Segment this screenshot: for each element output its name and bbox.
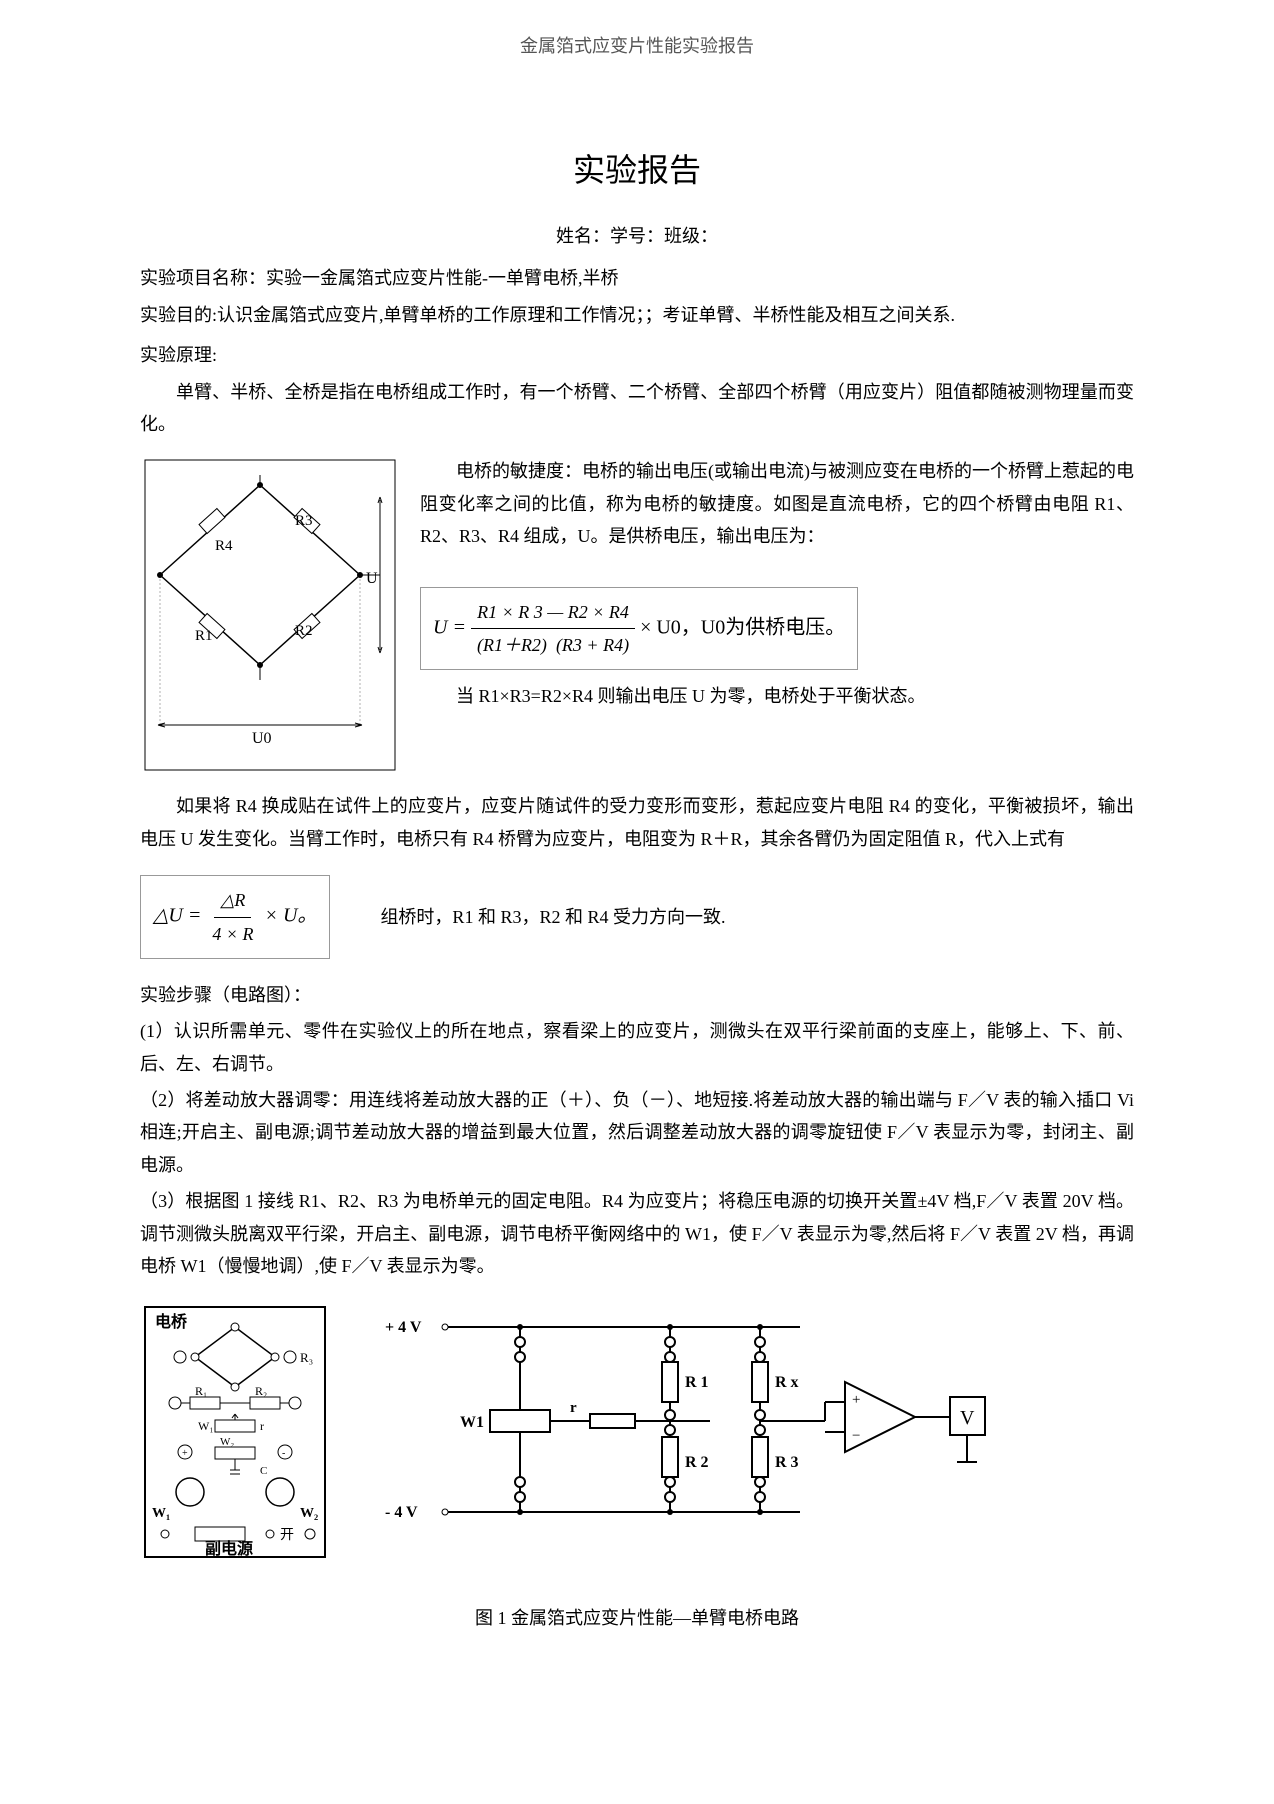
module-panel-diagram: 电桥 R₃ R₁ R₂ W₁ r + - W₂ C xyxy=(140,1302,330,1562)
svg-text:开: 开 xyxy=(280,1528,294,1543)
svg-text:R1: R1 xyxy=(195,628,213,644)
experiment-purpose: 实验目的:认识金属箔式应变片,单臂单桥的工作原理和工作情况；；考证单臂、半桥性能… xyxy=(140,299,1134,331)
steps-label: 实验步骤（电路图）： xyxy=(140,979,1134,1011)
formula-bridge-output: U = R1 × R 3 — R2 × R4 (R1＋R2) (R3 + R4)… xyxy=(420,587,858,671)
bottom-figures-row: 电桥 R₃ R₁ R₂ W₁ r + - W₂ C xyxy=(140,1302,1134,1562)
svg-text:U0: U0 xyxy=(252,730,272,747)
formula2-den: 4 × R xyxy=(206,918,259,950)
svg-text:R₂: R₂ xyxy=(255,1384,267,1398)
bridge-diagram: U U0 R4 R3 R2 R1 xyxy=(140,455,400,775)
svg-text:r: r xyxy=(260,1419,264,1433)
main-title: 实验报告 xyxy=(140,142,1134,200)
svg-text:R3: R3 xyxy=(295,513,313,529)
formula-delta-u: △U = △R 4 × R × U。 xyxy=(140,875,330,959)
bridge-diagram-row: U U0 R4 R3 R2 R1 电桥的敏捷度：电桥的输出电压(或输出电流)与被… xyxy=(140,455,1134,775)
principle-p5: 组桥时，R1 和 R3，R2 和 R4 受力方向一致. xyxy=(380,901,725,933)
svg-text:R4: R4 xyxy=(215,538,233,554)
circuit-diagram: + 4 V - 4 V xyxy=(370,1302,990,1542)
step-1: (1）认识所需单元、零件在实验仪上的所在地点，察看梁上的应变片，测微头在双平行梁… xyxy=(140,1015,1134,1080)
svg-text:R2: R2 xyxy=(295,623,313,639)
svg-text:r: r xyxy=(570,1400,577,1416)
svg-text:C: C xyxy=(260,1465,267,1477)
formula2-tail: × U。 xyxy=(264,905,317,927)
svg-text:W₁: W₁ xyxy=(152,1506,170,1521)
svg-text:副电源: 副电源 xyxy=(205,1539,253,1558)
svg-text:+: + xyxy=(852,1392,860,1408)
svg-text:+ 4 V: + 4 V xyxy=(385,1319,422,1336)
principle-p4: 如果将 R4 换成贴在试件上的应变片，应变片随试件的受力变形而变形，惹起应变片电… xyxy=(140,790,1134,855)
svg-text:R 2: R 2 xyxy=(685,1454,709,1471)
formula2-num: △R xyxy=(214,884,251,917)
principle-p1: 单臂、半桥、全桥是指在电桥组成工作时，有一个桥臂、二个桥臂、全部四个桥臂（用应变… xyxy=(140,376,1134,441)
step-3: （3）根据图 1 接线 R1、R2、R3 为电桥单元的固定电阻。R4 为应变片；… xyxy=(140,1185,1134,1282)
formula2-lhs: △U = xyxy=(153,905,201,927)
principle-p2: 电桥的敏捷度：电桥的输出电压(或输出电流)与被测应变在电桥的一个桥臂上惹起的电阻… xyxy=(420,455,1134,552)
step-2: （2）将差动放大器调零：用连线将差动放大器的正（＋）、负（－）、地短接.将差动放… xyxy=(140,1084,1134,1181)
svg-text:−: − xyxy=(852,1428,860,1444)
formula1-lhs: U = xyxy=(433,616,466,638)
svg-text:电桥: 电桥 xyxy=(155,1312,188,1331)
svg-text:+: + xyxy=(182,1448,188,1459)
formula1-den-left: (R1＋R2) xyxy=(477,635,547,655)
svg-text:R x: R x xyxy=(775,1374,799,1391)
student-info-line: 姓名：学号：班级： xyxy=(140,220,1134,252)
svg-text:- 4 V: - 4 V xyxy=(385,1504,418,1521)
formula1-num: R1 × R 3 — R2 × R4 xyxy=(471,596,635,629)
bridge-diagram-text: 电桥的敏捷度：电桥的输出电压(或输出电流)与被测应变在电桥的一个桥臂上惹起的电阻… xyxy=(420,455,1134,716)
svg-text:V: V xyxy=(960,1407,975,1429)
svg-text:R₁: R₁ xyxy=(195,1384,207,1398)
principle-label: 实验原理: xyxy=(140,339,1134,371)
formula2-row: △U = △R 4 × R × U。 组桥时，R1 和 R3，R2 和 R4 受… xyxy=(140,865,1134,969)
svg-text:U: U xyxy=(366,570,378,587)
project-name: 实验项目名称：实验一金属箔式应变片性能-一单臂电桥,半桥 xyxy=(140,262,1134,294)
figure-1-caption: 图 1 金属箔式应变片性能—单臂电桥电路 xyxy=(140,1602,1134,1634)
svg-text:W1: W1 xyxy=(460,1414,484,1431)
svg-text:W₂: W₂ xyxy=(220,1436,234,1448)
svg-text:W₂: W₂ xyxy=(300,1506,318,1521)
svg-text:-: - xyxy=(282,1448,285,1459)
principle-p3: 当 R1×R3=R2×R4 则输出电压 U 为零，电桥处于平衡状态。 xyxy=(420,680,1134,712)
svg-text:R₃: R₃ xyxy=(300,1350,313,1365)
formula1-den-right: (R3 + R4) xyxy=(556,635,629,655)
page-header-title: 金属箔式应变片性能实验报告 xyxy=(140,30,1134,62)
svg-text:R 1: R 1 xyxy=(685,1374,709,1391)
svg-text:R 3: R 3 xyxy=(775,1454,799,1471)
svg-text:W₁: W₁ xyxy=(198,1419,214,1433)
formula1-tail: × U0，U0为供桥电压。 xyxy=(640,616,845,638)
